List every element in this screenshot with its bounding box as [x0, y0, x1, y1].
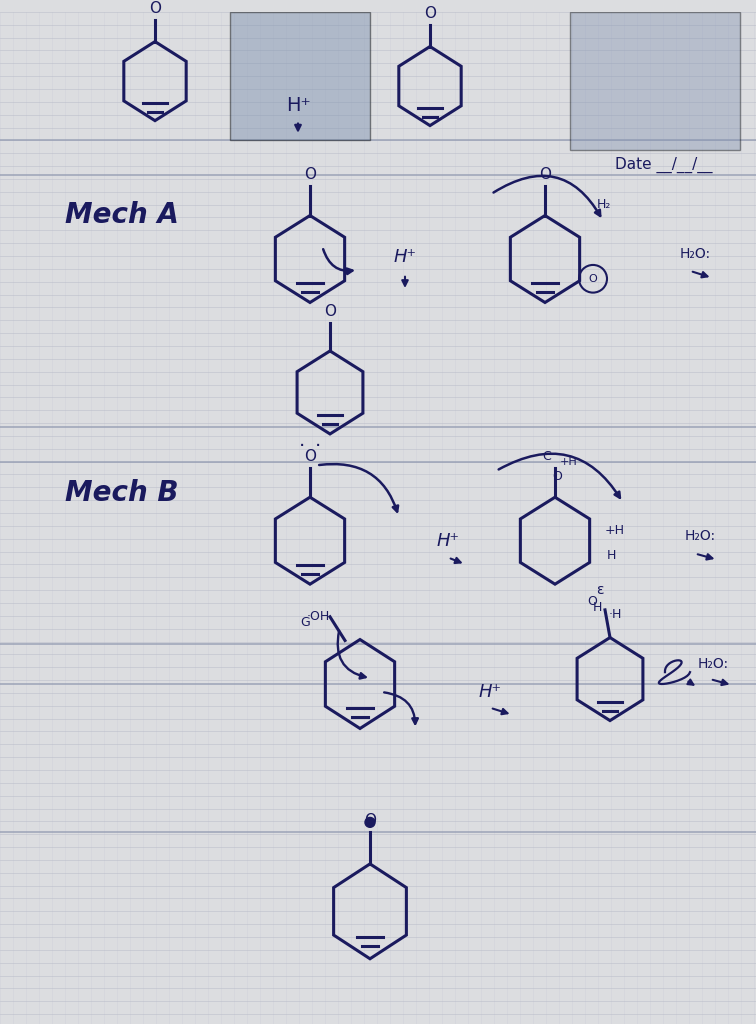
Text: O: O: [552, 470, 562, 483]
FancyBboxPatch shape: [570, 12, 740, 151]
Circle shape: [365, 817, 375, 827]
Text: +H: +H: [605, 524, 625, 538]
Text: H: H: [592, 601, 602, 614]
Text: C: C: [543, 451, 551, 463]
Text: H⁺: H⁺: [286, 96, 311, 116]
Text: H: H: [607, 549, 616, 562]
Text: ·H: ·H: [609, 608, 621, 622]
Text: H₂O:: H₂O:: [698, 657, 729, 672]
Text: H⁺: H⁺: [436, 531, 460, 550]
Text: O: O: [364, 813, 376, 828]
Text: H⁺: H⁺: [394, 248, 417, 266]
Text: ·: ·: [299, 437, 305, 457]
Text: O: O: [539, 167, 551, 182]
Text: G: G: [300, 616, 310, 629]
Text: O: O: [589, 273, 597, 284]
Text: H⁺: H⁺: [479, 683, 501, 700]
Text: O: O: [304, 167, 316, 182]
FancyBboxPatch shape: [230, 12, 370, 140]
Text: ·: ·: [315, 437, 321, 457]
Text: Mech B: Mech B: [65, 479, 178, 507]
Text: H₂: H₂: [597, 199, 612, 211]
Text: ε: ε: [596, 583, 604, 597]
Text: O: O: [424, 6, 436, 20]
Text: O: O: [587, 596, 597, 608]
Text: H₂O:: H₂O:: [680, 247, 711, 261]
Text: O: O: [304, 449, 316, 464]
Text: O: O: [324, 304, 336, 319]
Text: H₂O:: H₂O:: [685, 528, 716, 543]
Text: Date __/__/__: Date __/__/__: [615, 157, 712, 173]
Text: O: O: [149, 1, 161, 16]
Text: Mech A: Mech A: [65, 201, 179, 228]
Text: ·OH: ·OH: [306, 610, 330, 624]
Text: +H: +H: [560, 457, 578, 467]
